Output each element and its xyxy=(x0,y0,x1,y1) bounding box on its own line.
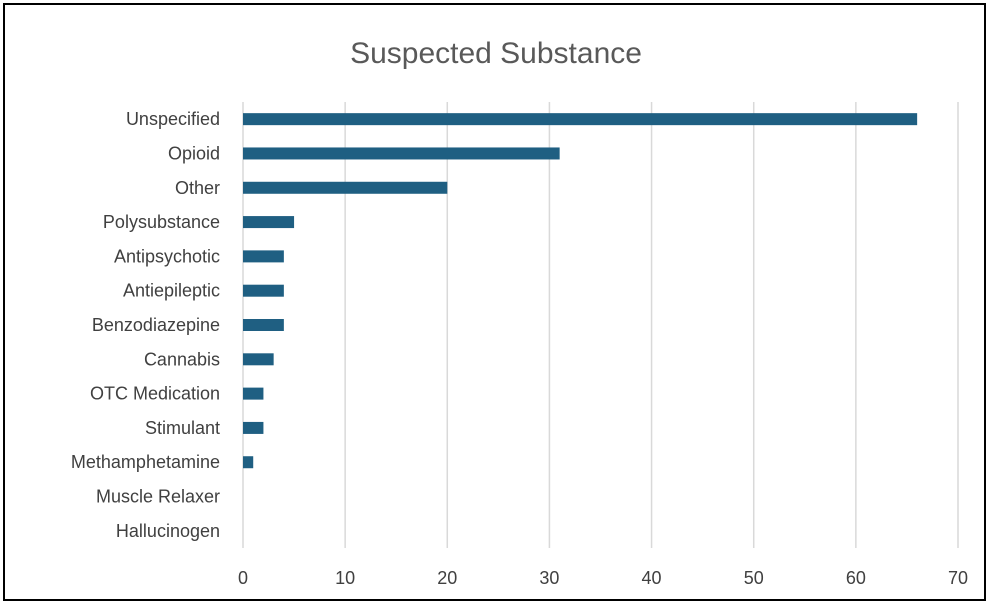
category-label: Benzodiazepine xyxy=(92,315,220,335)
category-label: Cannabis xyxy=(144,349,220,369)
category-label: Opioid xyxy=(168,143,220,163)
x-tick-label: 70 xyxy=(948,568,968,588)
x-tick-label: 30 xyxy=(539,568,559,588)
x-axis-tick-labels: 0 10 20 30 40 50 60 70 xyxy=(238,568,968,588)
category-label: Stimulant xyxy=(145,418,220,438)
bar xyxy=(243,319,284,331)
chart-title: Suspected Substance xyxy=(350,37,642,70)
category-label: Methamphetamine xyxy=(71,452,220,472)
x-tick-label: 40 xyxy=(642,568,662,588)
bar xyxy=(243,113,918,126)
category-label: Polysubstance xyxy=(103,212,220,232)
x-tick-label: 10 xyxy=(335,568,355,588)
x-tick-label: 60 xyxy=(846,568,866,588)
bar xyxy=(243,147,560,160)
bar xyxy=(243,421,264,434)
category-label: Hallucinogen xyxy=(116,521,220,541)
bar xyxy=(243,353,274,366)
category-label: Muscle Relaxer xyxy=(96,487,220,507)
bar xyxy=(243,216,295,229)
category-label: Unspecified xyxy=(126,109,220,129)
bar xyxy=(243,456,254,469)
category-label: Antiepileptic xyxy=(123,281,220,301)
category-label: OTC Medication xyxy=(90,384,220,404)
bars xyxy=(243,113,918,469)
x-tick-label: 0 xyxy=(238,568,248,588)
grid-lines xyxy=(242,102,959,548)
category-labels: Unspecified Opioid Other Polysubstance Antip… xyxy=(71,109,220,541)
bar xyxy=(243,250,284,263)
category-label: Antipsychotic xyxy=(114,246,220,266)
bar xyxy=(243,284,284,297)
chart-frame xyxy=(3,3,986,601)
x-tick-label: 20 xyxy=(437,568,457,588)
bar xyxy=(243,387,264,400)
bar xyxy=(243,181,448,194)
category-label: Other xyxy=(175,178,220,198)
x-tick-label: 50 xyxy=(744,568,764,588)
